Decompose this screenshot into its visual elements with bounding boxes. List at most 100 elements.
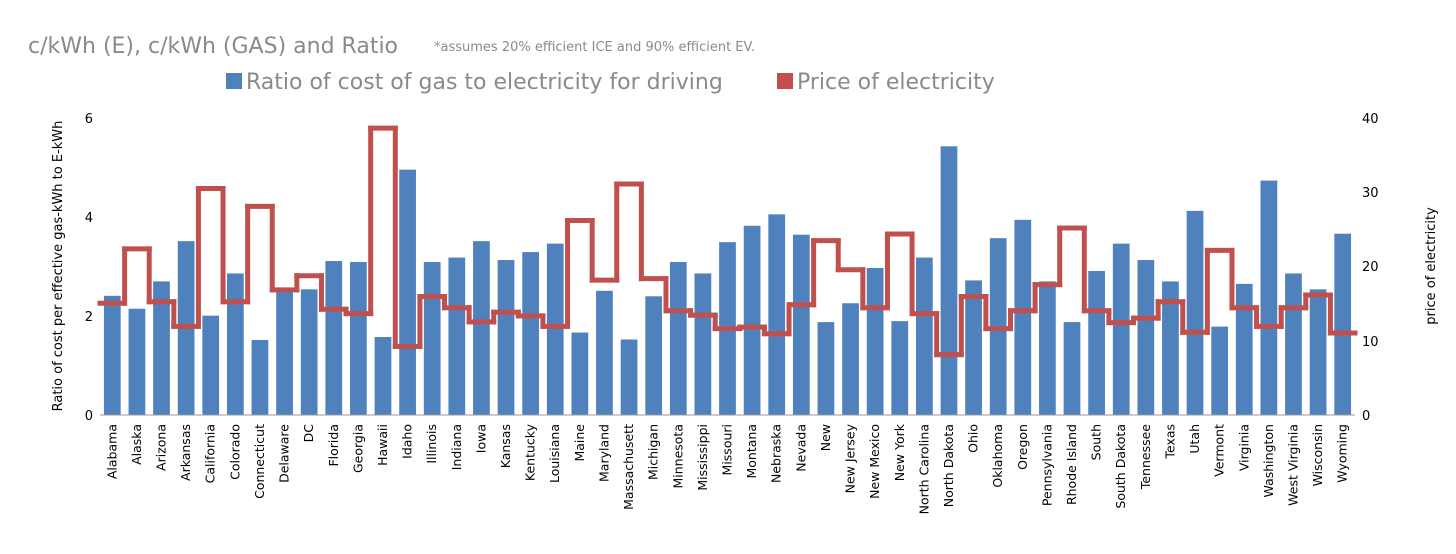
bar-louisiana — [546, 243, 564, 415]
bar-california — [202, 315, 220, 415]
bar-nebraska — [768, 214, 786, 415]
bar-georgia — [350, 262, 367, 415]
bar-new-mexico — [866, 267, 884, 415]
bar-wyoming — [1334, 233, 1352, 415]
bar-arizona — [153, 281, 170, 415]
bar-alabama — [103, 295, 121, 415]
bar-florida — [325, 261, 343, 415]
category-label: Rhode Island — [1064, 424, 1079, 505]
bar-south-dakota — [1112, 243, 1130, 415]
category-label: Connecticut — [252, 424, 267, 499]
category-label: Arizona — [154, 424, 169, 471]
category-label: Maine — [572, 424, 587, 462]
category-label: New Jersey — [843, 423, 858, 493]
category-label: Oregon — [1015, 424, 1030, 470]
category-label: North Carolina — [916, 424, 931, 514]
category-label: Delaware — [277, 424, 292, 483]
category-label: New Mexico — [867, 424, 882, 499]
bar-alaska — [128, 308, 146, 415]
chart-subtitle: *assumes 20% efficient ICE and 90% effic… — [434, 40, 755, 55]
bar-north-dakota — [940, 146, 958, 416]
y2-tick-label: 40 — [1362, 112, 1379, 127]
y-tick-label: 0 — [85, 409, 93, 424]
legend-label-ratio: Ratio of cost of gas to electricity for … — [246, 70, 723, 95]
bar-new-york — [891, 321, 909, 415]
bar-idaho — [399, 169, 416, 415]
bar-kentucky — [522, 252, 539, 415]
category-label: Pennsylvania — [1039, 424, 1054, 506]
category-label: Arkansas — [178, 424, 193, 481]
y-tick-label: 2 — [85, 310, 93, 325]
bar-iowa — [473, 241, 490, 415]
category-label: Georgia — [350, 424, 365, 473]
category-label: Kentucky — [523, 423, 538, 481]
bar-virginia — [1235, 283, 1253, 415]
category-label: Idaho — [400, 424, 415, 459]
legend-swatch-price — [777, 73, 793, 89]
y2-tick-label: 20 — [1362, 260, 1379, 275]
bar-michigan — [645, 296, 663, 415]
category-label: Kansas — [498, 424, 513, 468]
legend-swatch-ratio — [226, 73, 242, 89]
category-label: South Dakota — [1113, 424, 1128, 509]
category-label: California — [203, 424, 218, 483]
category-label: Illinois — [424, 424, 439, 464]
line-series-price — [97, 125, 1358, 358]
y2-tick-label: 0 — [1362, 409, 1370, 424]
bar-dc — [300, 289, 318, 415]
bar-massachusett — [620, 339, 638, 415]
category-label: Maryland — [596, 424, 611, 482]
category-label: Missouri — [720, 424, 735, 475]
category-label: Vermont — [1212, 424, 1227, 477]
bar-west-virginia — [1285, 273, 1302, 415]
category-label: Montana — [744, 424, 759, 479]
bar-maine — [571, 332, 589, 415]
bar-nevada — [792, 234, 810, 415]
legend-label-price: Price of electricity — [797, 70, 995, 95]
category-label: Hawaii — [375, 424, 390, 466]
bar-maryland — [596, 290, 613, 415]
category-label: South — [1089, 424, 1104, 460]
category-label: Iowa — [473, 424, 488, 453]
category-label: Indiana — [449, 424, 464, 470]
category-labels: Alabama Alaska Arizona Arkansas California Co… — [104, 423, 1349, 514]
y-tick-label: 6 — [85, 112, 93, 127]
bar-tennessee — [1137, 260, 1155, 415]
y-tick-label: 4 — [85, 211, 93, 226]
bar-connecticut — [251, 340, 269, 415]
category-label: Texas — [1162, 424, 1177, 460]
bar-texas — [1162, 281, 1179, 415]
y-axis-left: 0 2 4 6 Ratio of cost per effective gas-… — [51, 112, 93, 424]
bar-washington — [1260, 180, 1278, 415]
category-label: Wyoming — [1335, 424, 1350, 483]
category-label: Oklahoma — [990, 424, 1005, 488]
category-label: Virginia — [1236, 424, 1251, 471]
bar-rhode-island — [1063, 322, 1081, 415]
bar-mississippi — [694, 273, 712, 415]
category-label: Alaska — [129, 424, 144, 465]
bar-south — [1088, 270, 1105, 415]
category-label: Colorado — [227, 424, 242, 480]
bar-ohio — [965, 280, 982, 415]
bar-wisconsin — [1309, 289, 1327, 415]
bar-indiana — [448, 257, 466, 415]
category-label: Michigan — [646, 424, 661, 480]
chart-title: c/kWh (E), c/kWh (GAS) and Ratio *assume… — [28, 34, 755, 59]
category-label: New York — [892, 423, 907, 481]
bar-pennsylvania — [1039, 281, 1056, 415]
bar-vermont — [1211, 326, 1229, 415]
bar-new — [817, 322, 835, 415]
category-label: Nebraska — [769, 424, 784, 483]
bar-montana — [743, 225, 761, 415]
bar-north-carolina — [916, 257, 933, 415]
category-label: Utah — [1187, 424, 1202, 454]
category-label: West Virginia — [1285, 424, 1300, 506]
category-label: Massachusett — [621, 424, 636, 510]
bar-minnesota — [669, 262, 687, 415]
bar-new-jersey — [842, 303, 859, 415]
category-label: Mississippi — [695, 424, 710, 491]
y-axis-right: 0 10 20 30 40 price of electricity — [1362, 112, 1439, 424]
y2-tick-label: 10 — [1362, 335, 1379, 350]
bar-kansas — [497, 260, 515, 415]
